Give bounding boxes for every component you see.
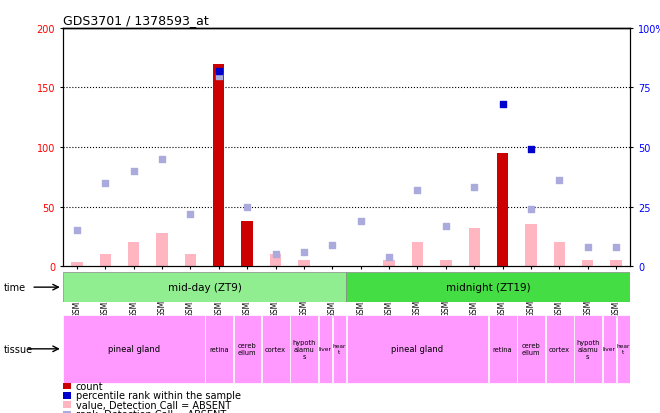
Point [72,228,82,234]
Point [128,168,139,175]
Bar [213,64,224,266]
Bar [469,228,480,266]
Bar [290,315,318,383]
Point [554,178,564,184]
Text: hear
t: hear t [616,344,630,354]
Bar [205,315,233,383]
Bar [412,243,423,266]
Point [242,204,252,210]
Text: time: time [3,282,26,292]
Bar [610,261,622,266]
Text: midnight (ZT19): midnight (ZT19) [446,282,531,292]
Point [298,249,309,255]
Bar [574,315,602,383]
Bar [298,261,310,266]
Bar [128,243,139,266]
Bar [319,315,332,383]
Bar [242,221,253,266]
Bar [333,315,346,383]
Text: hypoth
alamu
s: hypoth alamu s [576,339,599,359]
Point [185,211,195,218]
Text: value, Detection Call = ABSENT: value, Detection Call = ABSENT [76,399,231,410]
Point [610,244,621,251]
Text: pineal gland: pineal gland [391,344,444,354]
Bar [603,315,616,383]
Bar [185,254,196,266]
Text: GDS3701 / 1378593_at: GDS3701 / 1378593_at [63,14,209,27]
Text: rank, Detection Call = ABSENT: rank, Detection Call = ABSENT [76,408,226,413]
Point [213,69,224,75]
Bar [546,315,574,383]
Point [383,254,394,260]
Text: pineal gland: pineal gland [108,344,160,354]
Text: cereb
ellum: cereb ellum [521,342,541,356]
Text: cortex: cortex [549,346,570,352]
Bar [156,233,168,266]
Bar [100,254,111,266]
Text: cortex: cortex [265,346,286,352]
Text: cereb
ellum: cereb ellum [238,342,257,356]
Text: hear
t: hear t [333,344,346,354]
Point [355,218,366,225]
Text: mid-day (ZT9): mid-day (ZT9) [168,282,242,292]
Bar [383,261,395,266]
Point [582,244,593,251]
Bar [234,315,261,383]
Text: count: count [76,381,104,392]
Point [213,73,224,80]
Bar [71,263,82,266]
Point [497,102,508,108]
Point [270,251,280,258]
Bar [346,273,630,302]
Text: retina: retina [209,346,228,352]
Point [525,147,536,153]
Text: liver: liver [603,347,616,351]
Bar [440,261,451,266]
Bar [517,315,545,383]
Bar [270,254,281,266]
Point [412,187,422,194]
Bar [63,315,205,383]
Text: retina: retina [493,346,512,352]
Text: liver: liver [319,347,332,351]
Bar [489,315,517,383]
Point [327,242,337,248]
Bar [63,273,346,302]
Text: percentile rank within the sample: percentile rank within the sample [76,390,241,401]
Point [525,206,536,213]
Text: hypoth
alamu
s: hypoth alamu s [292,339,315,359]
Point [469,185,479,191]
Bar [497,154,508,266]
Bar [347,315,488,383]
Bar [525,225,537,266]
Bar [262,315,290,383]
Bar [554,243,565,266]
Text: tissue: tissue [3,344,32,354]
Bar [582,261,593,266]
Bar [617,315,630,383]
Point [156,156,167,163]
Point [440,223,451,229]
Point [100,180,111,187]
